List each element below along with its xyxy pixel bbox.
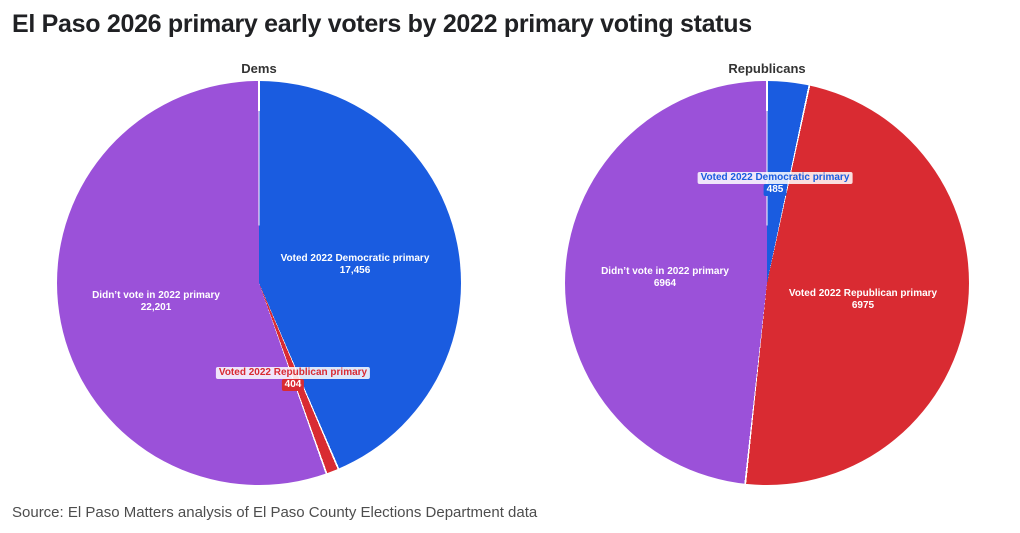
- pie-chart-dems: Voted 2022 Democratic primary 17,456 Vot…: [57, 81, 461, 485]
- slice-label-text: Voted 2022 Republican primary: [215, 367, 371, 379]
- page-title: El Paso 2026 primary early voters by 202…: [12, 10, 752, 38]
- dems-chart-column: Dems Voted 2022 Democratic primary 17,45…: [57, 62, 461, 485]
- slice-label-dems-democratic: Voted 2022 Democratic primary 17,456: [281, 253, 430, 277]
- slice-label-text: Voted 2022 Democratic primary: [280, 253, 430, 264]
- slice-label-dems-no-vote: Didn’t vote in 2022 primary 22,201: [92, 290, 220, 314]
- slice-label-text: Didn’t vote in 2022 primary: [92, 290, 220, 301]
- pie-chart-republicans: Voted 2022 Democratic primary 485 Voted …: [565, 81, 969, 485]
- slice-label-text: Voted 2022 Republican primary: [788, 288, 938, 299]
- slice-label-value: 404: [281, 379, 305, 391]
- slice-label-value: 17,456: [339, 265, 371, 276]
- pie-title-republicans: Republicans: [728, 61, 806, 76]
- republicans-chart-column: Republicans Voted 2022 Democratic primar…: [565, 62, 969, 485]
- slice-label-value: 6964: [653, 278, 677, 289]
- source-note: Source: El Paso Matters analysis of El P…: [12, 504, 538, 521]
- slice-label-reps-no-vote: Didn’t vote in 2022 primary 6964: [601, 266, 729, 290]
- slice-label-value: 485: [763, 184, 787, 196]
- slice-label-reps-republican: Voted 2022 Republican primary 6975: [789, 288, 937, 312]
- slice-label-dems-republican: Voted 2022 Republican primary 404: [215, 367, 371, 391]
- slice-label-reps-democratic: Voted 2022 Democratic primary 485: [697, 172, 853, 196]
- slice-label-value: 22,201: [140, 302, 172, 313]
- slice-label-text: Didn’t vote in 2022 primary: [601, 266, 729, 277]
- pie-title-dems: Dems: [241, 61, 277, 76]
- slice-label-value: 6975: [851, 300, 875, 311]
- slice-label-text: Voted 2022 Democratic primary: [697, 172, 853, 184]
